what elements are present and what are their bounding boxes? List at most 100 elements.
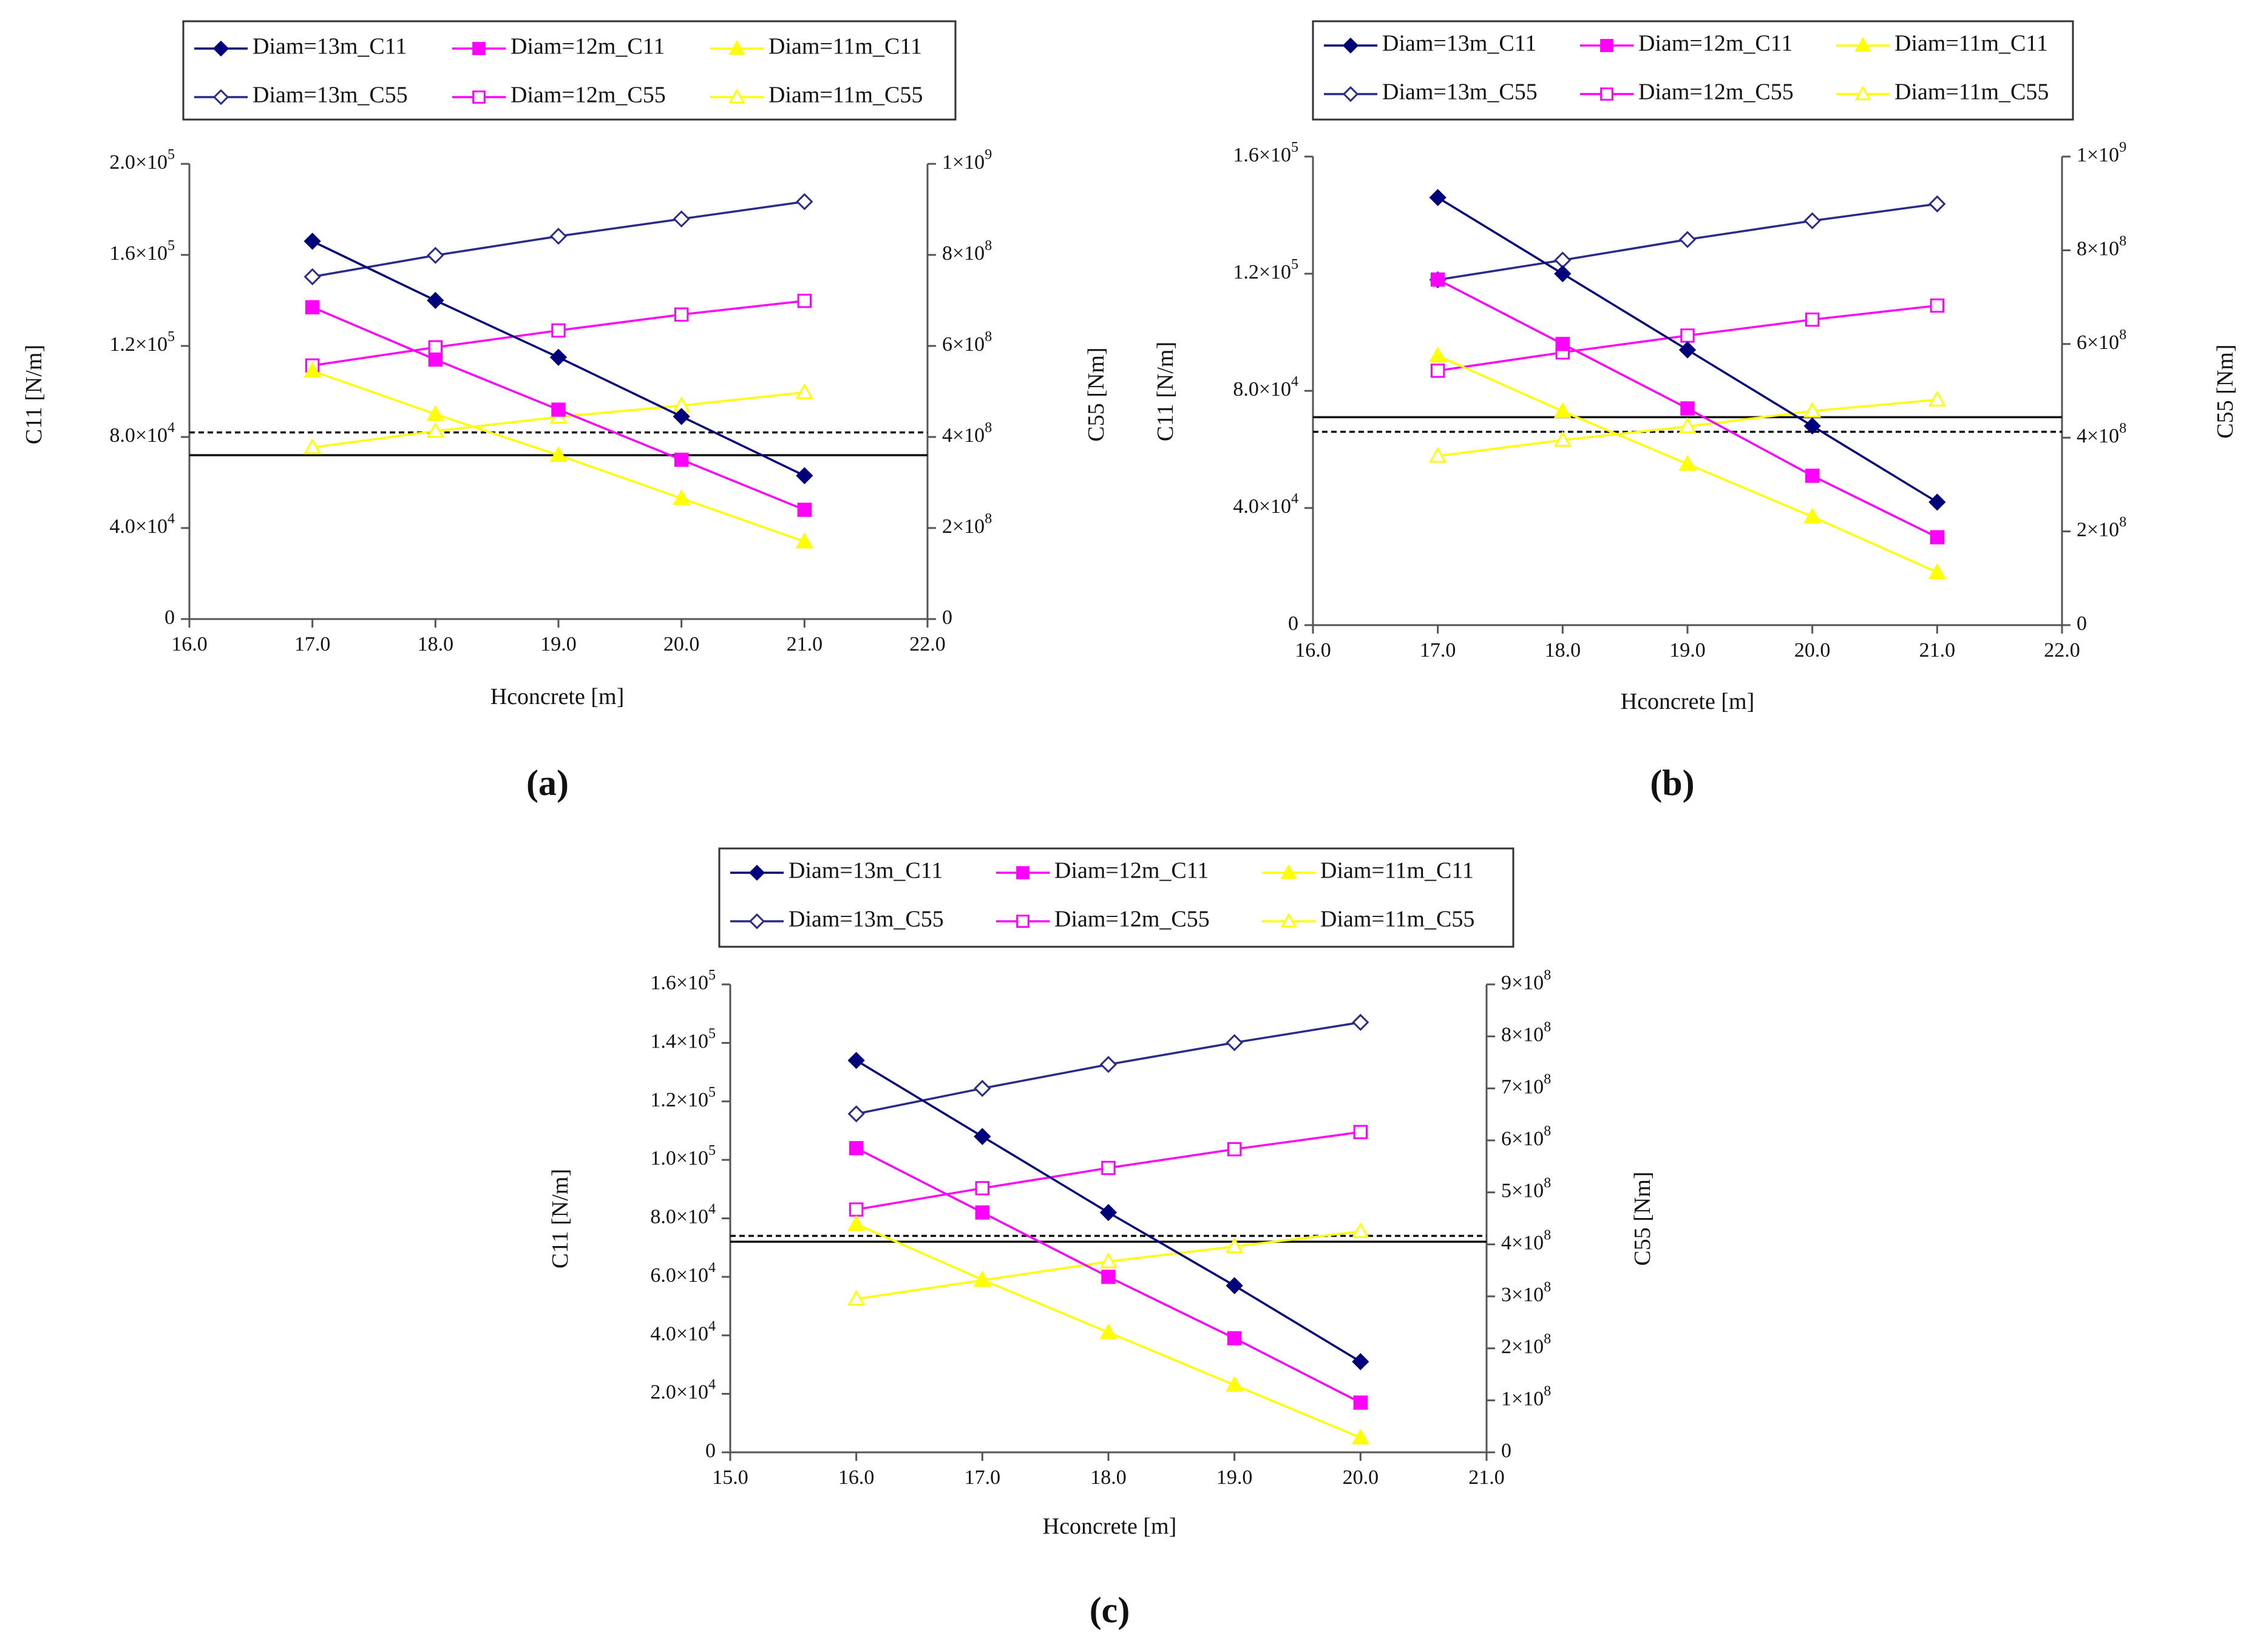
data-point: [673, 489, 691, 506]
x-tick-label: 20.0: [1343, 1466, 1379, 1489]
data-point: [1680, 328, 1695, 343]
x-tick-label: 17.0: [965, 1466, 1001, 1489]
data-point: [427, 246, 444, 264]
legend-item: Diam=11m_C11: [1836, 31, 2048, 56]
legend-label: Diam=12m_C11: [1054, 858, 1209, 884]
y-left-tick-label: 1.0×105: [650, 1143, 716, 1170]
legend-label: Diam=13m_C11: [1382, 31, 1536, 56]
data-point: [1429, 447, 1447, 463]
data-point: [1353, 1395, 1368, 1410]
x-tick-label: 22.0: [2044, 639, 2080, 662]
legend-item: Diam=13m_C11: [194, 34, 407, 59]
legend-item: Diam=13m_C55: [1324, 80, 1538, 105]
series-diam-12m-c11: [849, 1141, 1368, 1410]
legend-label: Diam=11m_C11: [1894, 31, 2048, 56]
y-left-tick-label: 0: [705, 1440, 716, 1462]
panel-label: (a): [526, 763, 569, 803]
y-left-tick-label: 4.0×104: [650, 1318, 716, 1345]
y-left-tick-label: 1.6×105: [650, 967, 716, 994]
data-point: [1553, 402, 1572, 418]
data-point: [1429, 189, 1447, 206]
data-point: [975, 1181, 990, 1196]
series-diam-11m-c11: [304, 362, 813, 549]
x-tick-label: 20.0: [1794, 639, 1831, 662]
data-point: [1226, 1376, 1244, 1392]
data-point: [849, 1202, 864, 1217]
data-point: [428, 352, 443, 367]
x-axis-title: Hconcrete [m]: [1621, 689, 1755, 714]
legend-swatch-marker: [472, 90, 486, 104]
data-point: [673, 210, 690, 228]
data-point: [674, 307, 689, 322]
data-point: [1805, 312, 1820, 327]
legend-swatch-marker: [472, 42, 486, 55]
y-right-tick-label: 6×108: [1501, 1123, 1551, 1150]
y-left-tick-label: 1.2×105: [109, 329, 175, 356]
y-left-tick-label: 2.0×104: [650, 1376, 716, 1403]
y-left-tick-label: 1.2×105: [650, 1084, 716, 1111]
y-right-tick-label: 0: [942, 606, 952, 629]
legend: Diam=13m_C11 Diam=12m_C11 Diam=11m_C11 Diam…: [1312, 20, 2074, 121]
data-point: [1803, 507, 1822, 524]
legend-label: Diam=11m_C55: [768, 83, 923, 108]
x-tick-label: 18.0: [1090, 1466, 1127, 1489]
data-point: [797, 503, 812, 517]
data-point: [428, 340, 443, 354]
legend-label: Diam=11m_C55: [1320, 907, 1474, 932]
data-point: [1803, 417, 1821, 435]
data-point: [426, 422, 444, 438]
data-point: [847, 1215, 866, 1231]
y-right-tick-label: 4×108: [2077, 421, 2126, 447]
data-point: [1678, 231, 1697, 248]
data-point: [1429, 347, 1447, 363]
data-point: [1227, 1331, 1242, 1346]
legend-label: Diam=13m_C55: [1382, 80, 1538, 105]
data-point: [973, 1270, 991, 1287]
legend-item: Diam=12m_C55: [996, 907, 1210, 932]
data-point: [795, 383, 813, 399]
data-point: [1678, 455, 1697, 471]
data-point: [1553, 430, 1572, 447]
legend-item: Diam=13m_C55: [730, 907, 944, 932]
legend-item: Diam=11m_C55: [1836, 80, 2049, 105]
y-right-tick-label: 8×108: [942, 238, 992, 265]
data-point: [1555, 337, 1570, 351]
data-series: [1429, 189, 1946, 580]
data-point: [847, 1290, 866, 1306]
series-diam-12m-c11: [1430, 272, 1945, 544]
y-right-tick-label: 2×108: [1501, 1331, 1551, 1358]
legend-item: Diam=12m_C55: [1580, 80, 1794, 105]
data-point: [305, 300, 320, 314]
legend-swatch-marker: [1016, 866, 1029, 879]
x-axis-title: Hconcrete [m]: [490, 684, 625, 709]
data-point: [674, 452, 689, 467]
legend-box: [1312, 20, 2074, 121]
axes: 16.0 17.0 18.0 19.0 20.0 21.0 22.0 0 4.0×104 8.0×…: [1233, 140, 2126, 662]
y-left-tick-label: 0: [164, 606, 175, 629]
data-point: [1353, 1125, 1368, 1139]
legend-swatch-marker: [1280, 864, 1297, 879]
panel-label: (c): [1090, 1590, 1130, 1630]
y-right-tick-label: 5×108: [1501, 1175, 1551, 1202]
legend-label: Diam=12m_C55: [1054, 907, 1210, 932]
data-point: [1430, 272, 1445, 287]
x-tick-label: 19.0: [1216, 1466, 1253, 1489]
y-right-tick-label: 4×108: [1501, 1227, 1551, 1254]
y-right-tick-label: 0: [1501, 1440, 1511, 1462]
data-point: [1930, 298, 1945, 313]
data-point: [1226, 1237, 1244, 1253]
legend-label: Diam=12m_C11: [510, 34, 665, 59]
series-diam-13m-c55: [304, 193, 813, 286]
series-diam-13m-c11: [304, 232, 813, 484]
data-point: [1803, 212, 1821, 229]
data-point: [847, 1052, 865, 1069]
y-left-tick-label: 1.4×105: [650, 1026, 716, 1052]
legend-swatch-marker: [212, 40, 229, 57]
data-point: [1928, 493, 1946, 511]
data-point: [1352, 1014, 1369, 1031]
data-point: [1099, 1323, 1118, 1339]
data-point: [1928, 563, 1946, 580]
y-left-tick-label: 1.6×105: [109, 238, 175, 265]
y-right-tick-label: 1×108: [1501, 1383, 1551, 1410]
